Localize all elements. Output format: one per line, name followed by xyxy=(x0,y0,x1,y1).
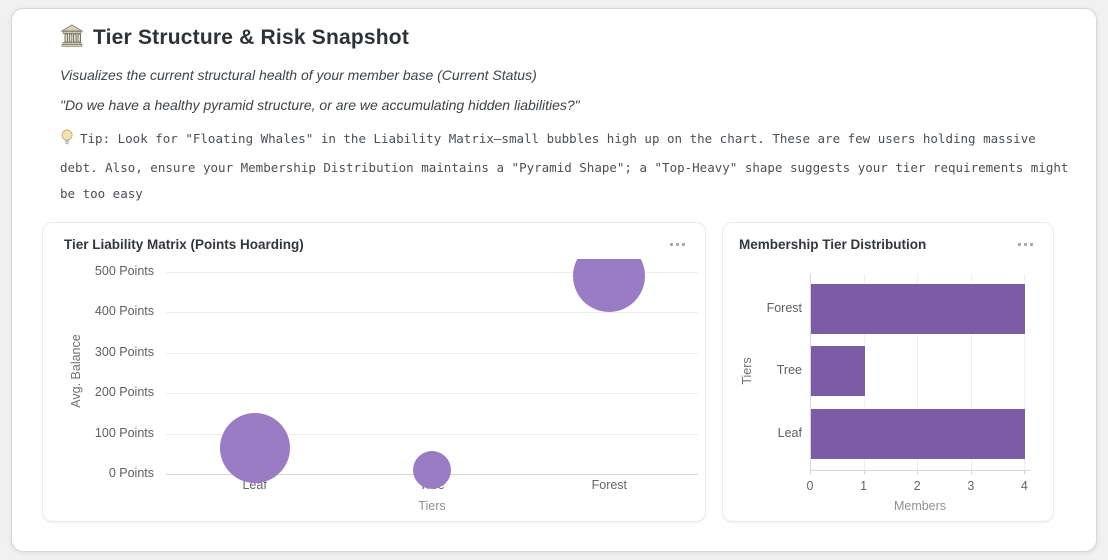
charts-row: Tier Liability Matrix (Points Hoarding) … xyxy=(12,207,1096,522)
axis-tick-mark xyxy=(970,470,972,474)
page-title: Tier Structure & Risk Snapshot xyxy=(60,23,1056,53)
tier-distribution-card: Membership Tier Distribution Tiers Fores… xyxy=(722,222,1054,522)
bubble-plot-area: LeafTreeForest xyxy=(166,259,698,495)
light-bulb-icon xyxy=(60,129,74,155)
ellipsis-menu-icon xyxy=(1017,242,1033,246)
tier-distribution-title: Membership Tier Distribution xyxy=(739,237,927,252)
x-tick-label: 3 xyxy=(967,479,975,493)
gridline xyxy=(166,393,698,394)
card-menu-button[interactable] xyxy=(1012,236,1038,252)
liability-matrix-title: Tier Liability Matrix (Points Hoarding) xyxy=(64,237,304,252)
liability-matrix-card: Tier Liability Matrix (Points Hoarding) … xyxy=(42,222,706,522)
tip-paragraph: Tip: Look for "Floating Whales" in the L… xyxy=(60,126,1075,207)
y-tick-label: 100 Points xyxy=(94,425,154,440)
y-category-label: Tree xyxy=(776,363,802,378)
gridline xyxy=(970,274,972,470)
gridline xyxy=(166,312,698,313)
bar-tree[interactable] xyxy=(811,346,865,397)
y-tick-label: 500 Points xyxy=(94,263,154,278)
tip-text: Tip: Look for "Floating Whales" in the L… xyxy=(60,131,1069,201)
y-tick-labels: 0 Points 100 Points 200 Points 300 Points 40… xyxy=(43,259,154,495)
x-tick-label: 1 xyxy=(860,479,868,493)
gridline xyxy=(1024,274,1026,470)
x-tick-labels: 0 1 2 3 4 xyxy=(807,479,1034,495)
axis-tick-mark xyxy=(863,470,865,474)
axis-tick-mark xyxy=(1024,470,1026,474)
header-section: Tier Structure & Risk Snapshot Visualize… xyxy=(12,9,1096,207)
y-category-label: Leaf xyxy=(777,425,802,440)
y-tick-label: 300 Points xyxy=(94,344,154,359)
gridline xyxy=(166,433,698,435)
axis-tick-mark xyxy=(917,470,919,474)
gridline xyxy=(166,271,698,273)
x-axis-title: Tiers xyxy=(418,499,446,513)
page-quote: "Do we have a healthy pyramid structure,… xyxy=(60,97,580,113)
bubble-tree[interactable] xyxy=(413,450,451,489)
x-category-label: Forest xyxy=(591,478,628,492)
card-menu-button[interactable] xyxy=(664,236,690,252)
x-axis-title: Members xyxy=(893,499,947,513)
y-tick-label: 200 Points xyxy=(94,385,154,399)
y-tick-label: 400 Points xyxy=(94,304,154,318)
y-axis-title: Tiers xyxy=(740,357,754,385)
x-tick-label: 2 xyxy=(913,479,921,493)
page-title-text: Tier Structure & Risk Snapshot xyxy=(93,26,410,49)
axis-tick-mark xyxy=(810,470,811,474)
bar-plot-area xyxy=(810,274,1034,474)
bubble-leaf[interactable] xyxy=(219,412,290,483)
ellipsis-menu-icon xyxy=(669,242,685,246)
y-axis-line xyxy=(810,274,811,470)
bar-leaf[interactable] xyxy=(811,408,1026,459)
y-category-labels: Forest Tree Leaf xyxy=(753,274,802,470)
gridline xyxy=(166,352,698,354)
gridline xyxy=(917,274,919,470)
bar-forest[interactable] xyxy=(811,284,1026,334)
x-tick-label: 4 xyxy=(1020,479,1028,493)
classical-building-icon xyxy=(60,23,84,53)
x-tick-label: 0 xyxy=(806,479,814,493)
x-axis-line xyxy=(810,470,1030,471)
page-subtitle: Visualizes the current structural health… xyxy=(60,67,537,83)
y-category-label: Forest xyxy=(766,301,802,315)
y-tick-label: 0 Points xyxy=(108,466,154,480)
bubble-forest[interactable] xyxy=(573,259,646,312)
dashboard-panel: Tier Structure & Risk Snapshot Visualize… xyxy=(11,8,1097,552)
